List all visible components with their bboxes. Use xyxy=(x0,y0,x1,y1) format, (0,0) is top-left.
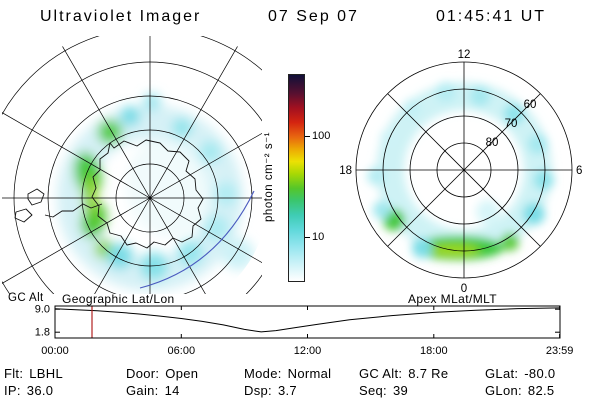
orbit-ylabel: GC Alt xyxy=(8,292,44,304)
orbit-ytick-label: 9.0 xyxy=(35,304,50,316)
orbit-xtick-label: 06:00 xyxy=(168,345,196,357)
mlt-label-0: 0 xyxy=(461,283,467,295)
mlat-label-60: 60 xyxy=(524,99,537,111)
orbit-ytick-label: 1.8 xyxy=(35,327,50,339)
mlt-label-18: 18 xyxy=(339,165,352,177)
status-flt: Flt: LBHL xyxy=(4,366,63,381)
orbit-axis-labels: 00:00 06:00 12:00 18:00 23:59 9.0 1.8 xyxy=(35,304,574,357)
orbit-xtick-label: 18:00 xyxy=(420,345,448,357)
orbit-xtick-label: 23:59 xyxy=(546,345,574,357)
status-glon: GLon: 82.5 xyxy=(485,383,555,398)
status-row-2: IP: 36.0 Gain: 14 Dsp: 3.7 Seq: 39 GLon: 82.5 xyxy=(4,383,598,398)
colorbar-tick-100 xyxy=(305,136,310,137)
mlt-label-12: 12 xyxy=(458,49,471,61)
status-seq: Seq: 39 xyxy=(359,383,409,398)
colorbar-tick-10 xyxy=(305,237,310,238)
orbit-xtick-label: 00:00 xyxy=(41,345,69,357)
geo-graticule xyxy=(2,36,262,294)
colorbar-gradient xyxy=(288,74,305,282)
status-row-1: Flt: LBHL Door: Open Mode: Normal GC Alt: 8.… xyxy=(4,366,598,381)
app-title: Ultraviolet Imager xyxy=(40,8,202,25)
time-display: 01:45:41 UT xyxy=(436,8,547,25)
mlt-label-6: 6 xyxy=(576,165,582,177)
status-ip: IP: 36.0 xyxy=(4,383,54,398)
mag-panel-caption: Apex MLat/MLT xyxy=(408,292,498,306)
orbit-xtick-label: 12:00 xyxy=(294,345,322,357)
orbit-plot-box xyxy=(54,305,561,339)
orbit-altitude-chart: 00:00 06:00 12:00 18:00 23:59 9.0 1.8 xyxy=(35,304,574,357)
geographic-map-panel xyxy=(2,36,262,294)
status-glat: GLat: -80.0 xyxy=(485,366,556,381)
antarctica-coastline xyxy=(14,139,204,249)
auroral-emission-geo xyxy=(57,93,254,291)
status-dsp: Dsp: 3.7 xyxy=(244,383,297,398)
date-display: 07 Sep 07 xyxy=(268,8,359,25)
status-mode: Mode: Normal xyxy=(244,366,332,381)
title-bar: Ultraviolet Imager 07 Sep 07 01:45:41 UT xyxy=(0,8,600,30)
status-gain: Gain: 14 xyxy=(126,383,180,398)
status-gcalt: GC Alt: 8.7 Re xyxy=(359,366,449,381)
terminator-line xyxy=(139,190,255,289)
intensity-colorbar: photon cm⁻² s⁻¹ 100 10 xyxy=(262,70,340,284)
status-door: Door: Open xyxy=(126,366,199,381)
magnetic-polar-panel: 12 0 18 6 80 70 60 xyxy=(339,49,582,295)
colorbar-label: photon cm⁻² s⁻¹ xyxy=(263,132,275,222)
orbit-altitude-curve xyxy=(54,307,560,333)
orbit-axis-ticks xyxy=(54,306,561,338)
mlat-label-70: 70 xyxy=(505,118,518,130)
colorbar-ticklabel-10: 10 xyxy=(312,231,325,243)
mlat-label-80: 80 xyxy=(486,137,499,149)
mlat-mlt-grid xyxy=(355,61,573,279)
colorbar-ticklabel-100: 100 xyxy=(312,130,331,142)
geo-panel-caption: Geographic Lat/Lon xyxy=(62,292,175,306)
